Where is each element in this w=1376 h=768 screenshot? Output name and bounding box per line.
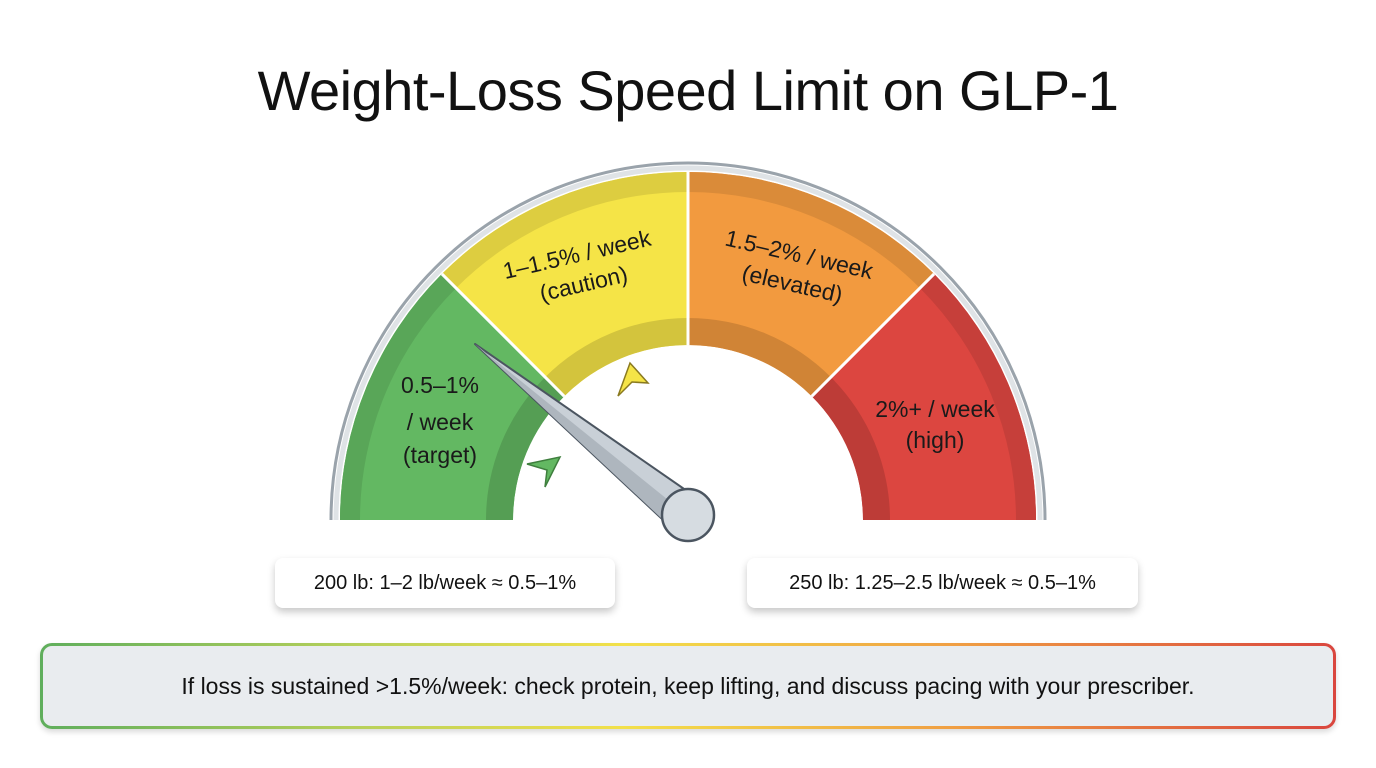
- note-250lb: 250 lb: 1.25–2.5 lb/week ≈ 0.5–1%: [747, 558, 1138, 608]
- gauge-rim-inner: [333, 165, 1043, 521]
- svg-text:/ week: / week: [407, 409, 474, 435]
- svg-text:(high): (high): [906, 427, 965, 453]
- note-200lb: 200 lb: 1–2 lb/week ≈ 0.5–1%: [275, 558, 615, 608]
- segment-label-target: 0.5–1% / week (target): [401, 372, 479, 468]
- svg-text:2%+ / week: 2%+ / week: [875, 396, 995, 422]
- advice-text: If loss is sustained >1.5%/week: check p…: [43, 646, 1333, 726]
- gauge-segment-inner-band-elevated: [688, 318, 831, 397]
- gauge-segment-outer-band-target: [340, 273, 457, 520]
- needle-hub: [660, 487, 716, 543]
- gauge-segment-inner-band-high: [811, 377, 890, 520]
- gauge-segment-outer-band-elevated: [688, 172, 935, 289]
- svg-text:(target): (target): [403, 442, 477, 468]
- gauge-segment-outer-band-high: [919, 273, 1037, 520]
- segment-label-high: 2%+ / week (high): [875, 396, 995, 453]
- segment-divider: [810, 272, 936, 398]
- gauge-segment-inner-band-caution: [545, 318, 688, 397]
- yellow-pointer-triangle-icon: [617, 361, 650, 397]
- advice-banner: If loss is sustained >1.5%/week: check p…: [40, 643, 1336, 729]
- green-pointer-triangle-icon: [526, 455, 562, 488]
- gauge-segment-outer-band-caution: [441, 172, 688, 289]
- segment-divider: [440, 272, 566, 398]
- gauge-needle: [474, 343, 716, 543]
- gauge-segment-inner-band-target: [486, 377, 565, 520]
- page-title: Weight-Loss Speed Limit on GLP-1: [257, 59, 1119, 122]
- svg-text:0.5–1%: 0.5–1%: [401, 372, 479, 398]
- gauge-rim: [329, 161, 1047, 521]
